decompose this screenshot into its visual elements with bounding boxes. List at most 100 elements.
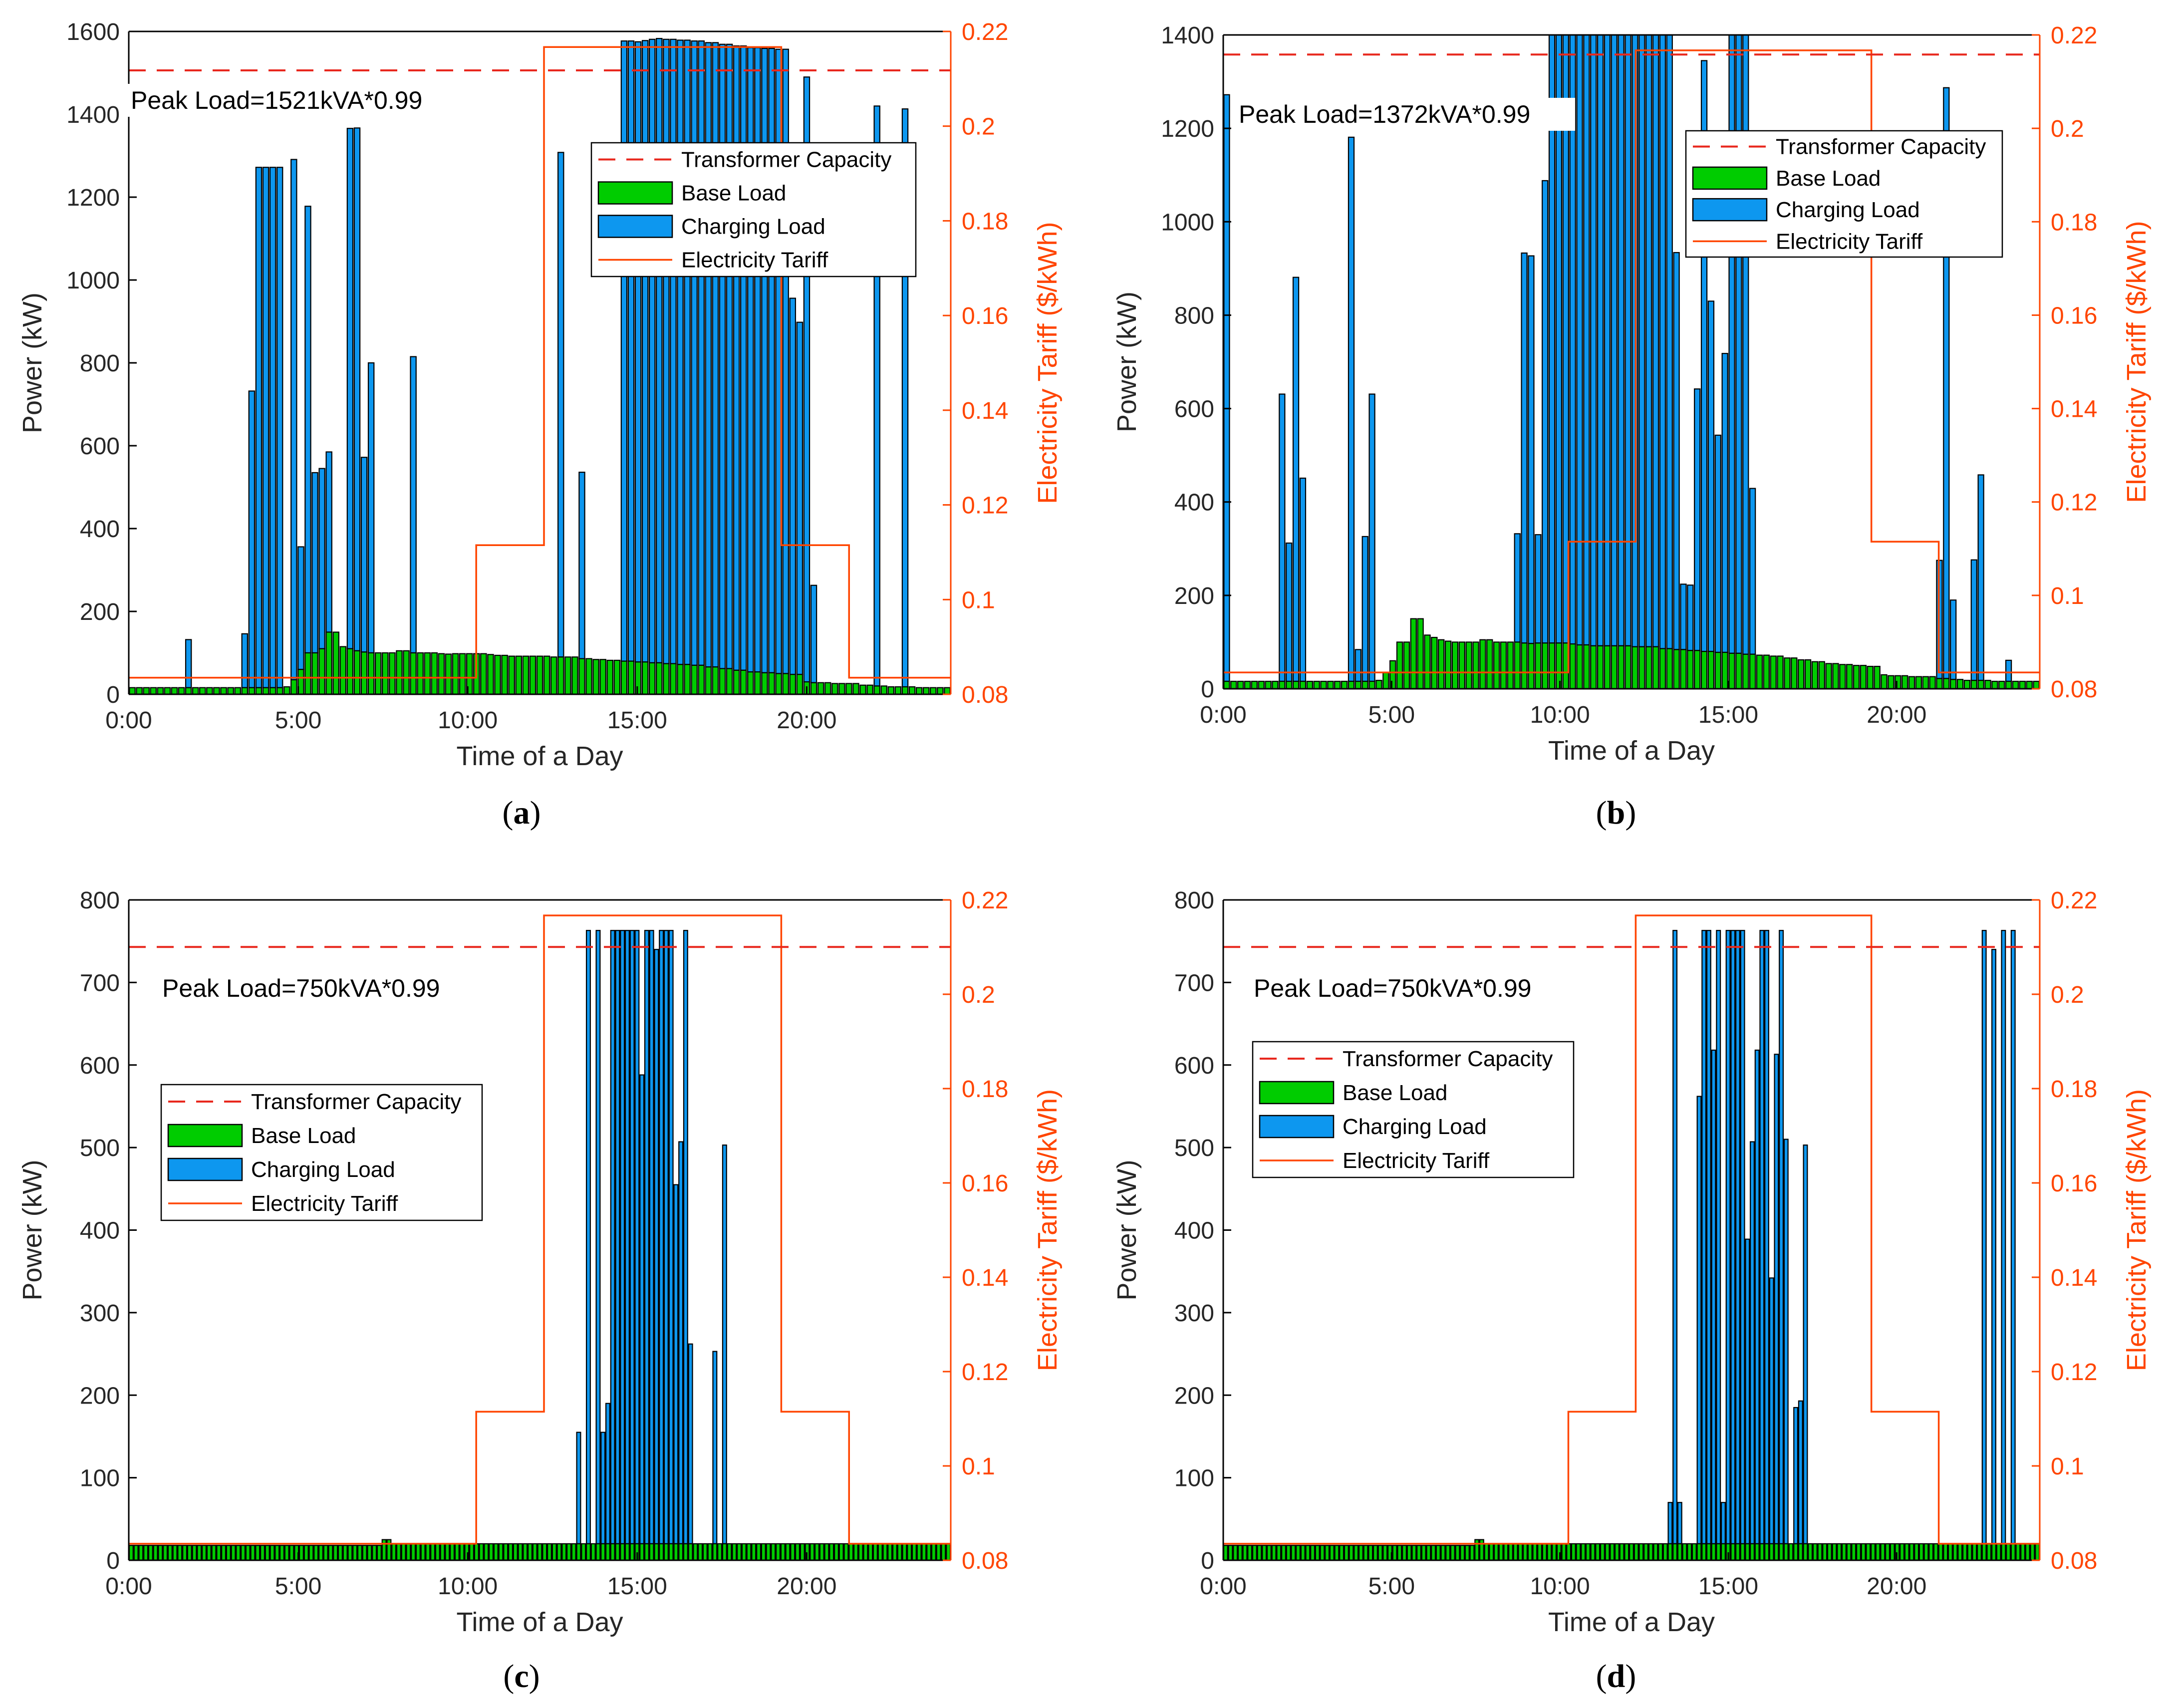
base-load-bar [1368, 1545, 1373, 1560]
charging-load-bar [318, 468, 325, 649]
base-load-bar [1957, 1543, 1963, 1560]
charging-load-bar [1652, 35, 1659, 647]
base-load-bar [262, 687, 270, 694]
base-load-bar [659, 1543, 664, 1560]
base-load-bar [1908, 676, 1915, 689]
charging-load-bar [648, 38, 656, 664]
charging-load-bar [1750, 1141, 1755, 1545]
base-load-bar [1936, 678, 1943, 689]
x-tick-label: 20:00 [777, 1573, 836, 1600]
base-load-bar [916, 1543, 922, 1560]
legend-label: Charging Load [251, 1157, 395, 1182]
base-load-bar [1421, 1545, 1426, 1560]
base-load-bar [177, 1545, 183, 1560]
panel-label-close: ) [1625, 1658, 1636, 1695]
base-load-bar [1629, 1543, 1634, 1560]
base-load-bar [894, 686, 902, 694]
charging-load-bar [719, 43, 726, 669]
base-load-bar [211, 1545, 217, 1560]
base-load-bar [641, 661, 649, 694]
y-tick-label: 1200 [1161, 116, 1214, 142]
base-load-bar [1984, 680, 1991, 689]
base-load-bar [1611, 645, 1618, 689]
y-tick-label: 0 [106, 1548, 120, 1574]
base-load-bar [185, 687, 192, 694]
charging-load-bar [1299, 477, 1307, 682]
base-load-bar [722, 1543, 727, 1560]
base-load-bar [367, 652, 375, 694]
base-load-bar [644, 1543, 649, 1560]
y2-axis-label: Electricity Tariff ($/kWh) [2122, 1089, 2152, 1371]
x-tick-label: 15:00 [1698, 702, 1758, 728]
base-load-bar [206, 687, 213, 694]
charging-load-bar [1977, 474, 1984, 681]
base-load-bar [1881, 674, 1888, 689]
charging-load-bar [1624, 35, 1631, 647]
base-load-bar [733, 669, 740, 694]
base-load-bar [1334, 1545, 1340, 1560]
electricity-tariff-line [129, 46, 951, 679]
base-load-bar [1233, 1545, 1238, 1560]
charging-load-bar [1514, 533, 1521, 643]
y-tick-label: 1400 [66, 102, 120, 128]
base-load-bar [136, 687, 143, 694]
base-load-bar [1604, 645, 1611, 689]
y-tick-label: 0 [1201, 1548, 1214, 1574]
base-load-bar [737, 1543, 742, 1560]
charging-load-bar [796, 321, 804, 675]
base-load-bar [843, 1543, 849, 1560]
base-load-bar [1666, 648, 1673, 689]
base-load-bar [221, 1545, 227, 1560]
charging-load-bar [1677, 1502, 1682, 1545]
base-load-bar [1856, 1543, 1861, 1560]
base-load-bar [234, 687, 241, 694]
base-load-bar [339, 646, 347, 694]
charging-load-bar [1521, 252, 1528, 644]
base-load-bar [1389, 660, 1396, 689]
base-load-bar [1281, 1545, 1286, 1560]
base-load-bar [648, 662, 656, 694]
charging-load-bar [1730, 930, 1736, 1545]
base-load-bar [226, 1545, 231, 1560]
base-load-bar [578, 658, 585, 694]
y-tick-label: 800 [1174, 302, 1214, 329]
base-load-bar [634, 1543, 640, 1560]
base-load-bar [1392, 1545, 1397, 1560]
base-load-bar [2006, 1543, 2011, 1560]
base-load-bar [382, 652, 389, 694]
base-load-bar [1320, 680, 1327, 689]
base-load-bar [717, 1543, 723, 1560]
base-load-bar [902, 1543, 907, 1560]
y-tick-label: 100 [80, 1465, 120, 1492]
base-load-bar [353, 650, 361, 694]
panel-label: (b) [1596, 795, 1636, 831]
base-load-bar [1472, 641, 1479, 689]
base-load-bar [438, 653, 445, 694]
charging-load-bar [1638, 35, 1645, 647]
charging-load-bar [1981, 930, 1987, 1545]
base-load-bar [1382, 672, 1389, 689]
charging-load-bar [754, 47, 761, 673]
base-load-bar [673, 1543, 679, 1560]
legend-label: Electricity Tariff [1776, 229, 1923, 254]
charging-load-bar [1645, 35, 1652, 647]
legend-label: Electricity Tariff [681, 248, 828, 273]
charging-load-bar [1542, 180, 1549, 644]
base-load-bar [522, 655, 530, 694]
legend-swatch-charging-load [597, 215, 673, 238]
base-load-bar [1918, 1543, 1924, 1560]
charging-load-bar [668, 930, 674, 1545]
charging-load-bar [677, 39, 684, 665]
panel-label-close: ) [529, 1658, 540, 1695]
legend-label: Transformer Capacity [251, 1090, 461, 1114]
base-load-bar [1382, 1545, 1388, 1560]
base-load-bar [620, 1543, 625, 1560]
y2-tick-label: 0.22 [962, 887, 1008, 914]
base-load-bar [1258, 680, 1265, 689]
charging-load-bar [1769, 1277, 1774, 1545]
base-load-bar [1756, 654, 1763, 689]
x-tick-label: 0:00 [105, 707, 152, 734]
x-tick-label: 5:00 [1368, 702, 1415, 728]
base-load-bar [853, 1543, 858, 1560]
legend-label: Electricity Tariff [251, 1191, 398, 1216]
